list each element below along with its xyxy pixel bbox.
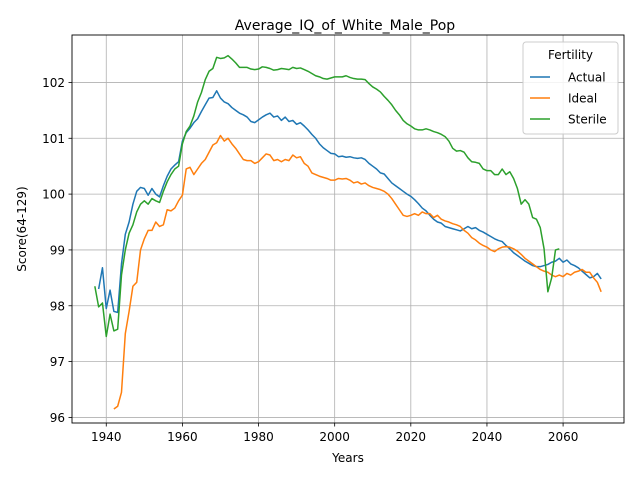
grid-lines: [72, 35, 624, 423]
x-tick-label: 2020: [396, 430, 427, 444]
series-line-sterile: [94, 54, 560, 338]
x-tick-label: 2060: [548, 430, 579, 444]
y-tick-label: 101: [42, 132, 65, 146]
y-tick-label: 96: [50, 411, 65, 425]
legend-box: [522, 41, 619, 135]
x-axis-label: Years: [331, 451, 364, 465]
series-layer: [94, 54, 602, 410]
x-tick-label: 2040: [472, 430, 503, 444]
y-tick-label: 99: [50, 243, 65, 257]
legend-label-sterile: Sterile: [568, 113, 607, 127]
legend-items: Actual Ideal Sterile: [530, 71, 607, 127]
y-axis: 96 97 98 99 100 101 102: [42, 76, 72, 425]
plot-frame: [71, 34, 625, 424]
series-line-ideal: [113, 134, 602, 410]
y-tick-label: 102: [42, 76, 65, 90]
series-line-actual: [97, 90, 602, 314]
x-axis: 1940 1960 1980 2000 2020 2040 2060: [91, 423, 578, 444]
legend-title: Fertility: [548, 48, 593, 62]
chart-title: Average_IQ_of_White_Male_Pop: [235, 18, 456, 34]
y-tick-label: 97: [50, 355, 65, 369]
y-axis-label: Score(64-129): [15, 186, 29, 271]
x-tick-label: 1980: [243, 430, 274, 444]
x-tick-label: 1940: [91, 430, 122, 444]
x-tick-label: 1960: [167, 430, 198, 444]
y-tick-label: 100: [42, 188, 65, 202]
legend-label-actual: Actual: [568, 71, 606, 85]
legend: Fertility Actual Ideal Sterile: [522, 41, 619, 135]
x-tick-label: 2000: [319, 430, 350, 444]
legend-label-ideal: Ideal: [568, 92, 597, 106]
y-tick-label: 98: [50, 299, 65, 313]
